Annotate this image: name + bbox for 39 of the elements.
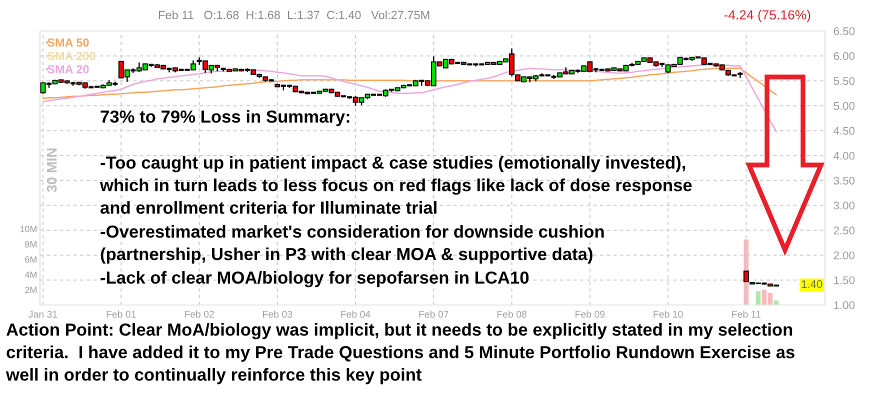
y-tick-label: 2.00 [834,251,855,260]
annotation: -Lack of clear MOA/biology for sepofarsen in LCA10 [100,271,529,288]
x-tick-label: Feb 10 [654,310,683,318]
x-tick-label: Feb 02 [184,310,214,318]
y-tick-label: 1.00 [834,301,855,310]
y2-tick-label: 8M [25,241,36,248]
x-tick-label: Feb 09 [576,310,605,318]
x-tick-label: Feb 04 [341,310,370,318]
text: Feb 11 O:1.68 H:1.68 L:1.37 C:1.40 Vol:27.75M [158,10,430,20]
x-tick-label: Feb 07 [419,310,448,318]
legend-label: SMA 20 [47,65,89,74]
y-tick-label: 4.00 [834,152,855,160]
y-tick-label: 6.00 [834,52,855,60]
annotation: 73% to 79% Loss in Summary: [100,110,350,126]
annotation: -Overestimated market's consideration for downside cushion (partnership, Usher in P3 with clear MOA & supportive data) [100,225,604,264]
x-tick-label: Feb 11 [732,310,760,318]
annotation: 30 MIN [46,148,57,192]
y-tick-label: 4.50 [834,126,855,135]
y-tick-label: 3.50 [834,176,855,185]
y2-tick-label: 10M [20,226,36,232]
y2-tick-label: 6M [25,256,36,263]
y-tick-label: 3.00 [834,202,855,210]
y-tick-label: 2.50 [834,226,855,234]
x-tick-label: Feb 03 [263,310,292,318]
x-tick-label: Feb 01 [106,310,136,318]
legend-label: SMA 50 [47,38,89,47]
x-tick-label: Jan 31 [28,310,58,318]
y-tick-label: 5.50 [834,77,855,85]
text: Action Point: Clear MoA/biology was implicit, but it needs to be explicitly stated in my selection criteria. I have added it to my Pre Trade Questions and 5 Minute Portfolio Rundown Exercise as well in order to continually reinforce this key point [6,323,794,384]
y2-tick-label: 4M [24,272,36,278]
x-tick-label: Feb 08 [497,310,526,318]
y-tick-label: 1.50 [834,276,855,284]
text: 1.40 [802,280,822,288]
annotation: -Too caught up in patient impact & case studies (emotionally invested), which in turn leads to less focus on red flags like lack of dose response and enrollment criteria for Illuminate trial [100,156,692,214]
y-tick-label: 6.50 [834,27,855,36]
legend-label: SMA 200 [47,52,96,60]
y-tick-label: 5.00 [834,102,855,110]
text: -4.24 (75.16%) [724,10,810,22]
y2-tick-label: 2M [25,286,36,294]
